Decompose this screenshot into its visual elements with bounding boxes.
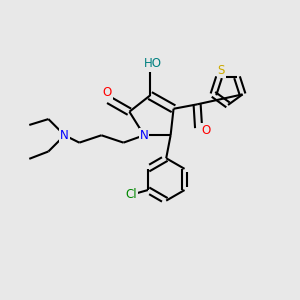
Text: N: N [60,129,69,142]
Text: O: O [201,124,211,137]
Text: N: N [140,129,148,142]
Text: O: O [103,86,112,99]
Text: Cl: Cl [126,188,137,201]
Text: HO: HO [144,57,162,70]
Text: S: S [218,64,225,77]
